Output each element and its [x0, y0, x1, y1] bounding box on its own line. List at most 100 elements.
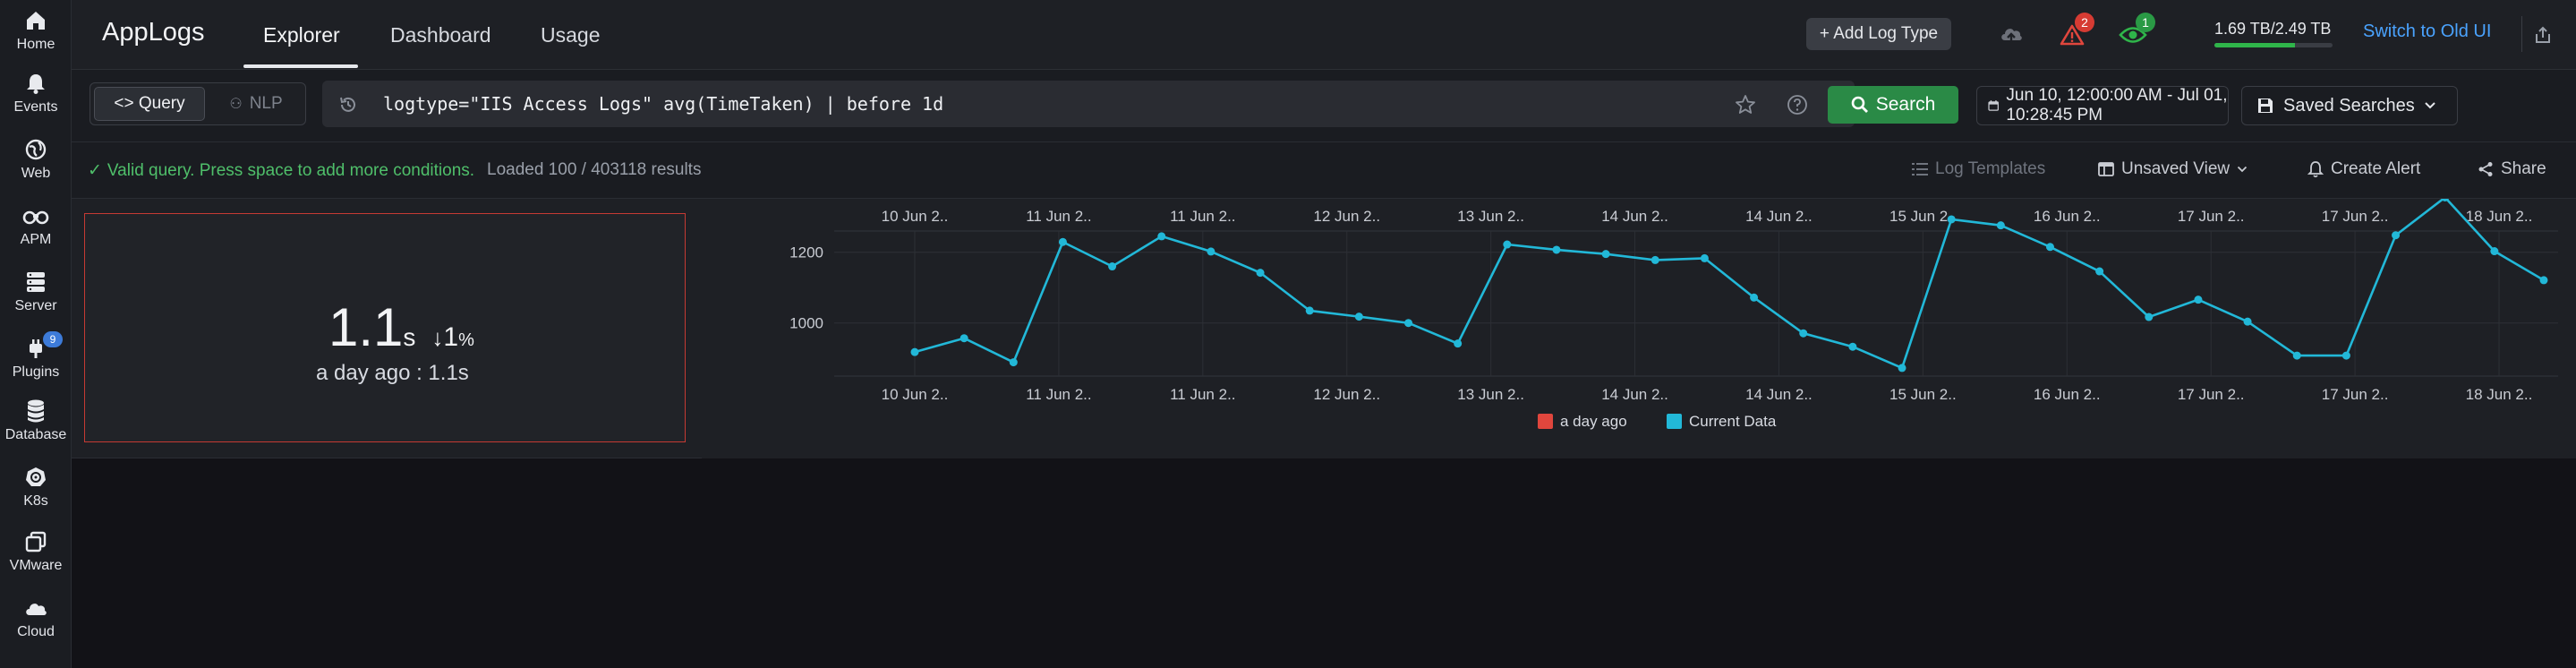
x-tick-label: 16 Jun 2..	[2034, 386, 2101, 403]
alerts-button[interactable]: 2	[2057, 13, 2094, 50]
plugins-count-badge: 9	[43, 331, 63, 347]
bell-icon	[2307, 161, 2324, 178]
data-point	[2095, 267, 2104, 276]
unsaved-view-label: Unsaved View	[2121, 159, 2231, 178]
sidebar-item-home[interactable]: Home	[0, 0, 72, 59]
sidebar-item-vmware[interactable]: VMware	[0, 521, 72, 580]
data-point	[1750, 293, 1759, 302]
sidebar-item-label: K8s	[23, 493, 48, 509]
watch-count-badge: 1	[2136, 13, 2155, 32]
query-input[interactable]: logtype="IIS Access Logs" avg(TimeTaken)…	[322, 81, 1855, 127]
data-point	[1700, 253, 1709, 262]
create-alert-button[interactable]: Create Alert	[2307, 159, 2420, 179]
query-status-row: ✓ Valid query. Press space to add more co…	[72, 141, 2576, 199]
server-icon	[21, 268, 50, 296]
nlp-mode-button[interactable]: ⚇ NLP	[210, 87, 302, 121]
data-point	[1552, 245, 1561, 254]
legend-label-a-day-ago: a day ago	[1560, 413, 1627, 430]
eye-icon	[2119, 27, 2147, 43]
sidebar-item-database[interactable]: Database	[0, 390, 72, 450]
legend-label-current-data: Current Data	[1689, 413, 1777, 430]
sidebar-item-label: Server	[14, 298, 57, 313]
stat-widget[interactable]: 1.1s ↓1% a day ago : 1.1s	[84, 213, 686, 442]
date-range-picker[interactable]: Jun 10, 12:00:00 AM - Jul 01, 10:28:45 P…	[1976, 86, 2229, 125]
sidebar-item-plugins[interactable]: 9 Plugins	[0, 328, 72, 387]
data-point	[2292, 351, 2301, 360]
query-text: logtype="IIS Access Logs" avg(TimeTaken)…	[383, 93, 944, 115]
x-tick-label-top: 10 Jun 2..	[882, 208, 949, 225]
storage-usage-bar	[2214, 43, 2333, 47]
x-tick-label: 13 Jun 2..	[1457, 386, 1524, 403]
saved-searches-dropdown[interactable]: Saved Searches	[2241, 86, 2458, 125]
legend-swatch-a-day-ago	[1538, 414, 1553, 429]
x-tick-label-top: 11 Jun 2..	[1170, 208, 1235, 225]
series-line-current-data	[914, 199, 2545, 370]
trend-chart[interactable]: 1200 1000 10 Jun 2.. 10 Jun 2.. 11 Jun 2.. 11…	[702, 199, 2576, 458]
database-icon	[21, 397, 50, 425]
stat-comparison: a day ago : 1.1s	[316, 361, 469, 385]
history-icon[interactable]	[338, 95, 358, 115]
data-point	[2441, 199, 2449, 201]
storage-usage-text: 1.69 TB/2.49 TB	[2214, 20, 2332, 38]
alerts-count-badge: 2	[2075, 13, 2094, 32]
share-button[interactable]: Share	[2478, 159, 2546, 179]
x-tick-label-top: 17 Jun 2..	[2178, 208, 2245, 225]
globe-icon	[21, 135, 50, 164]
tab-usage[interactable]: Usage	[541, 23, 601, 47]
warning-icon	[2060, 24, 2085, 46]
sidebar-item-web[interactable]: Web	[0, 129, 72, 188]
query-valid-text: Valid query. Press space to add more con…	[107, 161, 475, 180]
unsaved-view-dropdown[interactable]: Unsaved View	[2098, 159, 2248, 179]
x-tick-label-top: 12 Jun 2..	[1313, 208, 1380, 225]
stat-value: 1.1	[328, 297, 404, 357]
loaded-results-count: Loaded 100 / 403118 results	[487, 160, 702, 179]
search-icon	[1851, 96, 1868, 113]
data-point	[1454, 339, 1463, 348]
sidebar-item-cloud[interactable]: Cloud	[0, 587, 72, 647]
sidebar-item-k8s[interactable]: K8s	[0, 457, 72, 516]
create-alert-label: Create Alert	[2331, 159, 2421, 178]
saved-searches-label: Saved Searches	[2283, 95, 2415, 116]
x-tick-label: 17 Jun 2..	[2178, 386, 2245, 403]
calendar-icon	[1988, 100, 1999, 111]
log-templates-label: Log Templates	[1935, 159, 2046, 178]
sidebar-item-label: Database	[4, 427, 67, 442]
query-mode-button[interactable]: <> Query	[94, 87, 205, 121]
plug-icon	[21, 334, 50, 363]
search-button[interactable]: Search	[1828, 86, 1958, 124]
x-tick-label: 11 Jun 2..	[1170, 386, 1235, 403]
y-tick-label: 1000	[789, 315, 823, 332]
data-point	[2490, 247, 2499, 256]
data-point	[1256, 269, 1265, 278]
top-bar: AppLogs Explorer Dashboard Usage + Add L…	[72, 0, 2576, 70]
cloud-upload-icon[interactable]	[1996, 20, 2026, 50]
data-point	[910, 347, 919, 356]
tab-dashboard[interactable]: Dashboard	[390, 23, 491, 47]
list-icon	[1912, 163, 1928, 176]
tab-explorer[interactable]: Explorer	[263, 23, 340, 47]
sidebar-item-events[interactable]: Events	[0, 63, 72, 122]
data-point	[1354, 313, 1363, 321]
search-button-label: Search	[1875, 94, 1936, 115]
log-templates-button[interactable]: Log Templates	[1912, 159, 2045, 179]
sidebar-item-apm[interactable]: APM	[0, 195, 72, 254]
nlp-mode-label: NLP	[249, 94, 283, 113]
watch-button[interactable]: 1	[2118, 13, 2155, 50]
data-point	[1947, 215, 1956, 224]
data-point	[1898, 364, 1906, 373]
help-icon[interactable]	[1787, 94, 1808, 116]
star-icon[interactable]	[1735, 94, 1756, 116]
share-out-icon[interactable]	[2528, 20, 2558, 50]
stat-change-unit: %	[458, 330, 474, 350]
data-point	[2045, 243, 2054, 252]
data-point	[1651, 255, 1659, 264]
sidebar-item-label: APM	[20, 232, 52, 247]
x-tick-label-top: 15 Jun 2..	[1889, 208, 1957, 225]
sidebar-item-server[interactable]: Server	[0, 261, 72, 321]
switch-to-old-ui-link[interactable]: Switch to Old UI	[2363, 21, 2492, 41]
chevron-down-icon	[2237, 166, 2248, 173]
x-tick-label-top: 11 Jun 2..	[1026, 208, 1091, 225]
add-log-type-button[interactable]: + Add Log Type	[1806, 18, 1951, 50]
stat-unit: s	[403, 323, 416, 351]
x-tick-label: 12 Jun 2..	[1313, 386, 1380, 403]
